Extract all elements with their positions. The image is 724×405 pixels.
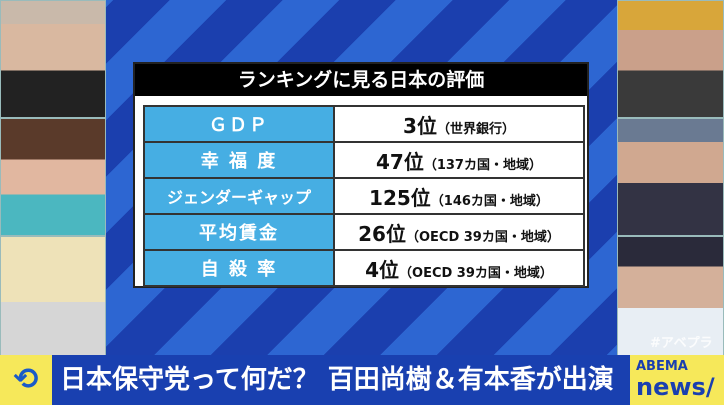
rank: 47位 (376, 149, 424, 174)
panelist-video-5 (617, 118, 724, 236)
rank: 3位 (403, 113, 437, 138)
row-label: 幸 福 度 (143, 141, 335, 179)
panelist-video-6 (617, 236, 724, 356)
panelist-video-1 (0, 0, 106, 118)
ranking-board: ランキングに見る日本の評価 ＧＤＰ 3位（世界銀行） 幸 福 度 47位（137カ国… (133, 62, 589, 288)
abema-news-logo: ABEMA news/ (630, 355, 724, 405)
rank: 125位 (369, 185, 431, 210)
logo-top: ABEMA (636, 359, 688, 374)
rank: 26位 (358, 221, 406, 246)
refresh-arrows-icon: ⟲ (0, 355, 52, 405)
table-row: ＧＤＰ 3位（世界銀行） (143, 105, 585, 143)
row-label: ジェンダーギャップ (143, 177, 335, 215)
news-ticker: ⟲ 日本保守党って何だ？ 百田尚樹＆有本香が出演 ABEMA news/ (0, 355, 724, 405)
hashtag: #アベプラ (650, 336, 713, 351)
row-value: 4位（OECD 39カ国・地域） (333, 249, 585, 287)
row-value: 125位（146カ国・地域） (333, 177, 585, 215)
source-note: （OECD 39カ国・地域） (405, 229, 560, 245)
source-note: （137カ国・地域） (423, 157, 542, 173)
row-value: 26位（OECD 39カ国・地域） (333, 213, 585, 251)
row-value: 3位（世界銀行） (333, 105, 585, 143)
board-title: ランキングに見る日本の評価 (135, 64, 587, 96)
table-row: 平均賃金 26位（OECD 39カ国・地域） (143, 213, 585, 251)
table-row: 自 殺 率 4位（OECD 39カ国・地域） (143, 249, 585, 287)
panelist-video-4 (617, 0, 724, 118)
ranking-table: ＧＤＰ 3位（世界銀行） 幸 福 度 47位（137カ国・地域） ジェンダーギャップ… (143, 105, 585, 287)
rank: 4位 (365, 257, 400, 282)
row-label: 平均賃金 (143, 213, 335, 251)
source-note: （世界銀行） (436, 121, 515, 137)
source-note: （OECD 39カ国・地域） (399, 265, 553, 281)
row-label: 自 殺 率 (143, 249, 335, 287)
table-row: ジェンダーギャップ 125位（146カ国・地域） (143, 177, 585, 215)
row-label: ＧＤＰ (143, 105, 335, 143)
panelist-video-2 (0, 118, 106, 236)
ticker-headline: 日本保守党って何だ？ 百田尚樹＆有本香が出演 (60, 365, 614, 395)
source-note: （146カ国・地域） (430, 193, 549, 209)
table-row: 幸 福 度 47位（137カ国・地域） (143, 141, 585, 179)
row-value: 47位（137カ国・地域） (333, 141, 585, 179)
panelist-video-3 (0, 236, 106, 356)
logo-bottom: news/ (636, 373, 715, 401)
